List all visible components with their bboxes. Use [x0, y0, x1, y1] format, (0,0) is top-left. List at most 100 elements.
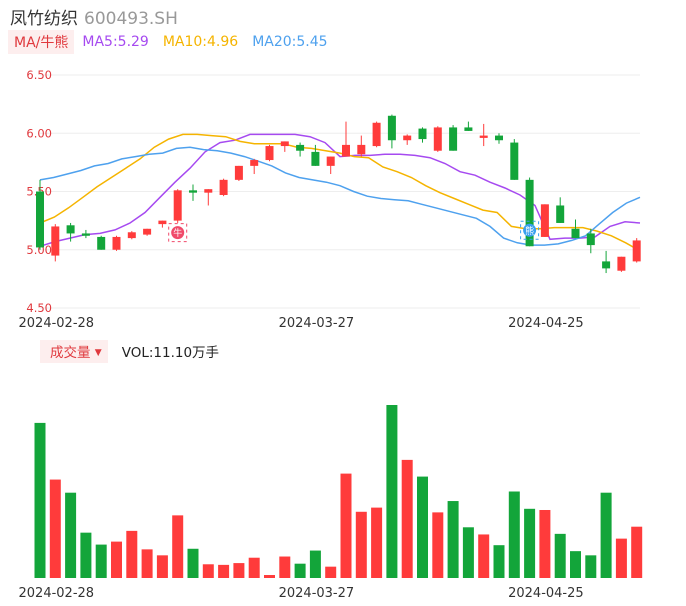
candle: [540, 204, 549, 237]
candle: [66, 222, 75, 242]
candle-body: [403, 135, 412, 141]
badge-dot: [523, 223, 537, 237]
candle-body: [234, 165, 243, 180]
candle-body: [540, 204, 549, 237]
volume-bar: [554, 533, 566, 578]
stock-header: 凤竹纺织 600493.SH: [10, 4, 178, 29]
candle-body: [81, 233, 90, 236]
candle: [342, 121, 350, 157]
volume-bar: [309, 550, 321, 578]
candle-body: [143, 228, 152, 235]
candle-body: [418, 128, 427, 140]
bear-icon: 熊: [520, 220, 540, 240]
candle-body: [158, 220, 167, 225]
candle: [571, 219, 580, 239]
volume-bar: [49, 479, 61, 578]
candle-body: [617, 256, 626, 271]
candle: [479, 123, 488, 147]
candle-body: [250, 160, 259, 166]
candle: [81, 229, 90, 239]
candle: [219, 178, 228, 197]
candle: [464, 121, 473, 131]
candle: [510, 139, 519, 180]
volume-bar: [371, 507, 383, 578]
chevron-down-icon: ▼: [94, 347, 102, 358]
volume-bar: [386, 405, 398, 578]
ma-indicator-tab[interactable]: MA/牛熊: [8, 30, 75, 54]
candle: [265, 144, 274, 162]
candle-body: [571, 228, 580, 239]
candle: [387, 114, 396, 149]
volume-bar: [524, 508, 536, 578]
volume-bar: [478, 534, 490, 578]
candle: [234, 165, 243, 182]
volume-bar: [401, 459, 413, 578]
volume-bar: [340, 473, 352, 578]
candle: [311, 144, 320, 166]
candle: [403, 134, 412, 145]
volume-bar: [432, 512, 444, 578]
candle-body: [464, 127, 473, 131]
candle: [112, 235, 121, 251]
volume-bar: [126, 530, 138, 578]
volume-bar: [355, 511, 367, 578]
candle: [449, 125, 458, 151]
candle: [296, 142, 305, 157]
volume-bar: [462, 527, 474, 578]
candlesticks: [36, 114, 641, 274]
candle-body: [265, 146, 274, 161]
ma10-legend: MA10:4.96: [162, 34, 239, 50]
badge-label: 牛: [173, 227, 182, 239]
volume-indicator-dropdown[interactable]: 成交量 ▼: [40, 339, 108, 363]
candle-body: [326, 156, 335, 166]
volume-bar: [111, 541, 122, 578]
badge-dot: [171, 226, 185, 240]
volume-bar: [585, 555, 597, 578]
price-y-axis: 6.506.005.505.004.50: [26, 68, 52, 315]
volume-bar: [493, 545, 505, 578]
volume-bars: [34, 405, 643, 578]
volume-bar: [65, 492, 77, 578]
candle-body: [449, 127, 458, 151]
candle-body: [127, 232, 136, 239]
volume-bar: [202, 564, 214, 578]
candle: [632, 238, 641, 263]
volume-bar: [156, 555, 168, 578]
volume-value: VOL:11.10万手: [121, 345, 220, 361]
candle: [36, 179, 44, 250]
candle: [556, 197, 565, 223]
volume-bar: [187, 548, 199, 578]
ma5-line: [39, 133, 641, 248]
volume-bar: [294, 563, 306, 578]
volume-bar: [279, 556, 291, 578]
candle-body: [586, 233, 595, 246]
stock-code: 600493.SH: [84, 9, 178, 29]
volume-bar: [172, 515, 184, 578]
candle-body: [219, 179, 228, 195]
candle: [127, 231, 136, 240]
candle-body: [311, 151, 320, 166]
signal-badges: 牛熊: [168, 220, 540, 243]
candle-body: [632, 240, 641, 262]
volume-bar: [95, 544, 107, 578]
candle: [495, 133, 503, 144]
moving-average-lines: [39, 133, 641, 252]
y-tick-label: 6.50: [26, 68, 52, 82]
volume-bar: [233, 563, 245, 578]
candle-body: [66, 225, 75, 234]
candle-body: [204, 189, 213, 193]
candle-body: [36, 191, 44, 248]
candle-body: [173, 190, 182, 221]
candle-body: [479, 135, 488, 138]
badge-frame: [520, 220, 540, 240]
badge-label: 熊: [525, 225, 534, 237]
ma5-legend: MA5:5.29: [82, 34, 149, 50]
candle-body: [495, 135, 503, 141]
candle: [250, 158, 259, 175]
candle: [418, 127, 427, 143]
candle: [158, 220, 167, 228]
candle: [143, 228, 152, 236]
volume-bar: [80, 532, 92, 578]
candle-body: [280, 141, 289, 147]
